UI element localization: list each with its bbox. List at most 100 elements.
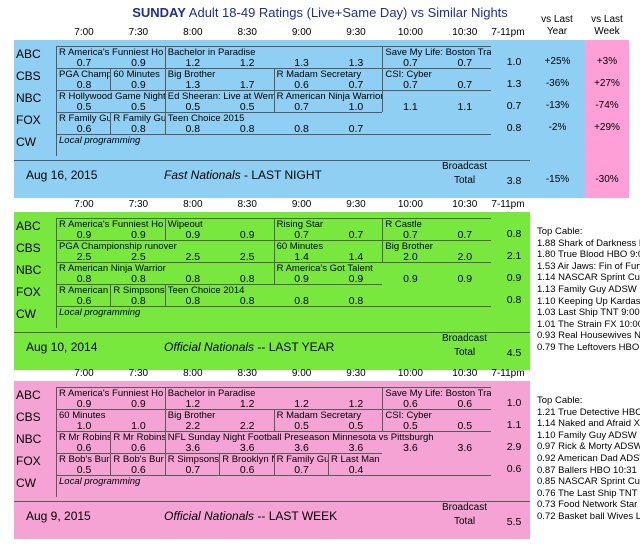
vs-column-header: Year <box>546 26 568 37</box>
program-title: R Castle <box>385 219 422 230</box>
top-cable-item: 1.10 Family Guy ADSW 11:00 <box>537 429 640 441</box>
rating-value: 0.9 <box>239 229 255 240</box>
rating-value: 0.6 <box>76 295 92 306</box>
vs-last-year-value: -2% <box>548 122 567 133</box>
program-title: R Hollywood Game Night <box>59 91 165 102</box>
time-column-header: 9:00 <box>291 199 312 210</box>
broadcast-label: Broadcast <box>442 502 488 513</box>
rating-value: 0.8 <box>348 295 364 306</box>
program-title: Local programming <box>59 307 141 318</box>
rating-value: 0.8 <box>294 123 309 134</box>
rating-value: 0.8 <box>76 79 92 90</box>
program-cell: R America's Funniest Ho 0.9 0.9 <box>56 387 165 409</box>
rating-value: 0.8 <box>76 273 92 284</box>
time-column-header: 10:00 <box>397 27 423 38</box>
rating-value: 0.9 <box>131 79 146 90</box>
section-date: Aug 10, 2014 <box>26 340 98 354</box>
program-title: Save My Life: Boston Trau <box>385 47 492 58</box>
network-label: CW <box>16 476 36 490</box>
broadcast-label: Broadcast <box>442 161 488 172</box>
vs-last-week-value: +29% <box>594 122 620 133</box>
program-cell: R American Ninja Warrior 0.7 1.0 <box>273 90 383 112</box>
rating-value: 0.8 <box>185 123 201 134</box>
rating-value: 0.8 <box>185 273 201 284</box>
top-cable-list: Top Cable:1.21 True Detective HBO 9:031.… <box>537 395 640 523</box>
network-label: NBC <box>16 263 42 277</box>
rating-value: 0.9 <box>348 273 364 284</box>
top-cable-item: 1.01 The Strain FX 10:00 <box>537 318 640 330</box>
section-date: Aug 16, 2015 <box>26 168 98 182</box>
program-cell: Big Brother 1.3 1.7 <box>164 68 274 90</box>
rating-value: 0.8 <box>239 273 255 284</box>
time-column-header: 8:00 <box>183 368 203 379</box>
total-column-header: 7-11pm <box>491 368 525 379</box>
vs-last-year-value: -36% <box>545 78 570 89</box>
program-title: Bachelor in Paradise <box>167 47 256 58</box>
program-cell: CSI: Cyber 0.5 0.5 <box>382 409 492 431</box>
rating-value: 2.5 <box>131 251 146 262</box>
time-column-header: 8:30 <box>237 27 257 38</box>
rating-value: 3.6 <box>457 442 473 453</box>
program-cell: Big Brother 2.0 2.0 <box>382 240 492 262</box>
program-title: R Brooklyn N <box>222 454 274 465</box>
program-cell: CSI: Cyber 0.7 0.7 <box>382 68 492 90</box>
time-column-header: 7:00 <box>74 27 94 38</box>
program-cell: R American Ninja Warrior 0.8 0.8 0.8 0.8 <box>56 262 274 284</box>
vs-last-week-value: -74% <box>595 100 619 111</box>
rating-value: 0.9 <box>131 398 146 409</box>
top-cable-item: 0.79 The Leftovers HBO 10:01 <box>537 341 640 353</box>
rating-value: 1.1 <box>403 101 418 112</box>
top-cable-item: 0.92 American Dad ADSW 10:00 <box>537 452 640 464</box>
rating-value: 0.6 <box>131 464 146 475</box>
program-cell: NFL Sunday Night Football Preseason Minn… <box>164 431 492 453</box>
program-cell: PGA Championship runover 2.5 2.5 2.5 2.5 <box>56 240 274 262</box>
rating-value: 0.7 <box>294 101 309 112</box>
program-title: Local programming <box>59 476 141 487</box>
rating-value: 0.9 <box>76 398 92 409</box>
total-label: Total <box>454 175 476 186</box>
rating-value: 0.5 <box>457 420 473 431</box>
rating-value: 0.7 <box>294 229 309 240</box>
program-title: 60 Minutes <box>276 241 324 252</box>
rating-value: 0.7 <box>403 79 418 90</box>
total-column-header: 7-11pm <box>491 27 525 38</box>
rating-value: 0.8 <box>294 295 309 306</box>
program-title: R America's Got Talent <box>276 263 373 274</box>
rating-value: 0.6 <box>76 442 92 453</box>
network-label: FOX <box>16 454 41 468</box>
rating-value: 0.8 <box>239 123 255 134</box>
program-cell: R Castle 0.7 0.7 <box>382 218 492 240</box>
section-label-rest: -- LAST YEAR <box>254 340 335 354</box>
program-title: Teen Choice 2015 <box>167 113 245 124</box>
program-title: R Simpsons <box>113 285 165 296</box>
vs-last-week-value: +27% <box>594 78 620 89</box>
program-cell: R Family Gu 0.8 <box>110 112 165 134</box>
rating-value: 1.2 <box>239 398 255 409</box>
top-cable-item: 0.85 NASCAR Sprint Cup NBCS <box>537 476 640 488</box>
program-cell: 60 Minutes 1.0 1.0 <box>56 409 165 431</box>
program-title: Bachelor in Paradise <box>167 388 256 399</box>
rating-value: 0.6 <box>294 79 309 90</box>
top-cable-item: 0.97 Rick & Morty ADSW 11:30 <box>537 441 640 453</box>
network-label: FOX <box>16 285 41 299</box>
section-footer: Aug 10, 2014 Official Nationals -- LAST Y… <box>14 332 530 359</box>
network-label: CW <box>16 307 36 321</box>
section-footer: Aug 16, 2015 Fast Nationals - LAST NIGHT B… <box>14 160 530 187</box>
row-total: 0.9 <box>506 272 522 284</box>
rating-value: 0.5 <box>294 420 309 431</box>
rating-value: 0.7 <box>403 229 418 240</box>
program-title: Wipeout <box>167 219 203 230</box>
vs-last-week-total: -30% <box>595 174 619 185</box>
rating-value: 0.6 <box>131 442 146 453</box>
rating-value: 3.6 <box>348 442 364 453</box>
time-column-header: 7:00 <box>74 199 94 210</box>
top-cable-item: 0.72 Basket ball Wives LA VH1 <box>537 510 640 522</box>
time-column-header: 8:00 <box>183 27 203 38</box>
rating-value: 0.9 <box>185 229 201 240</box>
vs-last-week-value: +3% <box>596 56 618 67</box>
program-title: R Family Gu <box>59 113 111 124</box>
section-label: Official Nationals -- LAST WEEK <box>164 509 337 523</box>
rating-value: 0.7 <box>76 57 92 68</box>
program-cell: R Bob's Bur 0.5 <box>56 453 111 475</box>
top-cable-item: 0.76 The Last Ship TNT 9:00 <box>537 487 640 499</box>
